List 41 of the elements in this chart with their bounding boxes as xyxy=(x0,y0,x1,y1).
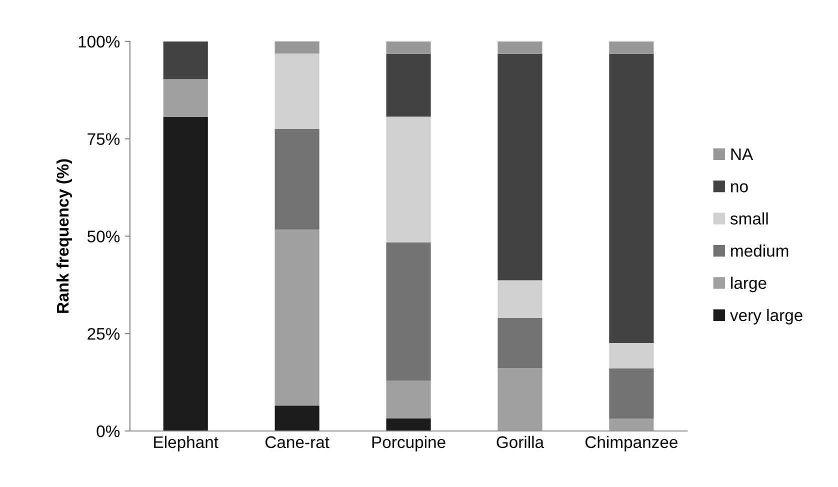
bar xyxy=(163,41,208,80)
bar xyxy=(386,54,431,117)
bar xyxy=(386,418,431,431)
x-tick-label: Elephant xyxy=(154,436,218,452)
bar xyxy=(498,280,542,318)
bar xyxy=(609,342,654,368)
legend-label: medium xyxy=(731,244,788,257)
bar xyxy=(609,368,654,419)
bar xyxy=(163,116,208,431)
bar xyxy=(274,41,320,54)
legend-label: no xyxy=(731,183,748,192)
y-tick-label: 25% xyxy=(88,328,120,340)
bar xyxy=(498,318,542,368)
bar xyxy=(498,368,542,431)
legend-label: NA xyxy=(731,148,754,160)
legend-label: large xyxy=(731,276,766,292)
y-tick-label: 0% xyxy=(96,425,120,438)
bar xyxy=(609,54,654,343)
legend-label: small xyxy=(730,212,768,225)
bar xyxy=(386,116,431,242)
bar xyxy=(386,41,431,54)
bar xyxy=(274,230,320,406)
bar xyxy=(274,406,320,431)
bar xyxy=(163,79,208,117)
bar xyxy=(498,41,542,54)
legend-label: very large xyxy=(730,308,802,324)
x-tick-label: Porcupine xyxy=(372,436,446,452)
y-tick-label: 100% xyxy=(78,36,120,48)
bar xyxy=(498,54,542,280)
x-tick-label: Cane-rat xyxy=(266,436,330,448)
y-tick-label: 75% xyxy=(88,133,120,145)
bar xyxy=(274,129,320,230)
y-tick-label: 50% xyxy=(87,230,120,242)
bar xyxy=(274,53,320,130)
bar xyxy=(386,380,431,419)
bar xyxy=(609,418,654,431)
bar xyxy=(609,41,654,54)
x-tick-label: Chimpanzee xyxy=(585,436,678,452)
y-axis-title: Rank frequency (%) xyxy=(56,159,72,313)
bar xyxy=(386,242,431,381)
x-tick-label: Gorilla xyxy=(496,436,544,448)
